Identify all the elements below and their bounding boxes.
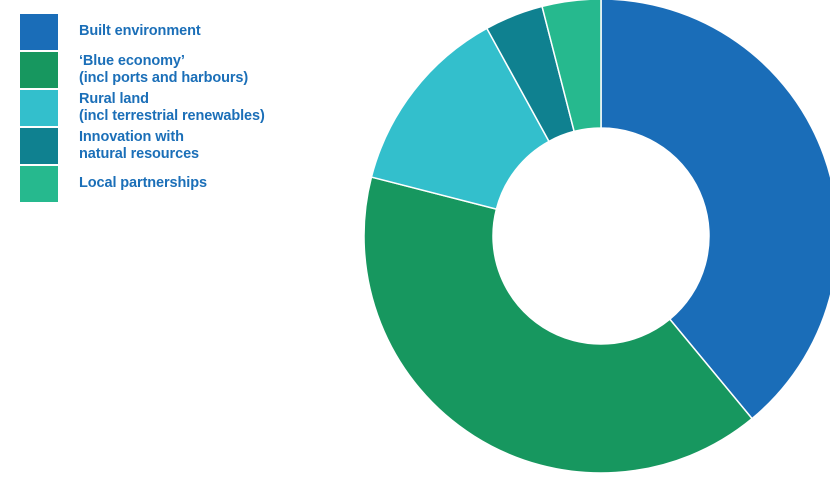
legend-item-innovation: Innovation with natural resources [20,128,320,164]
legend-label-rural-land: Rural land (incl terrestrial renewables) [79,91,265,124]
legend-item-rural-land: Rural land (incl terrestrial renewables) [20,90,320,126]
legend-swatch-innovation [20,128,58,164]
legend-label-blue-economy: ‘Blue economy’ (incl ports and harbours) [79,53,249,86]
legend-swatch-built-environment [20,14,58,50]
donut-slice-blue-economy [363,176,754,474]
legend-label-built-environment: Built environment [79,23,201,39]
legend-item-blue-economy: ‘Blue economy’ (incl ports and harbours) [20,52,320,88]
legend-item-built-environment: Built environment [20,14,320,50]
legend-label-local-partnerships: Local partnerships [79,175,207,191]
donut-slice-built-environment [600,0,830,420]
donut-slice-rural-land [370,27,550,211]
legend-label-innovation: Innovation with natural resources [79,129,199,162]
legend-swatch-local-partnerships [20,166,58,202]
legend-swatch-blue-economy [20,52,58,88]
donut-slice-local-partnerships [541,0,602,133]
legend-swatch-rural-land [20,90,58,126]
chart-legend: Built environment ‘Blue economy’ (incl p… [20,14,320,204]
legend-item-local-partnerships: Local partnerships [20,166,320,202]
